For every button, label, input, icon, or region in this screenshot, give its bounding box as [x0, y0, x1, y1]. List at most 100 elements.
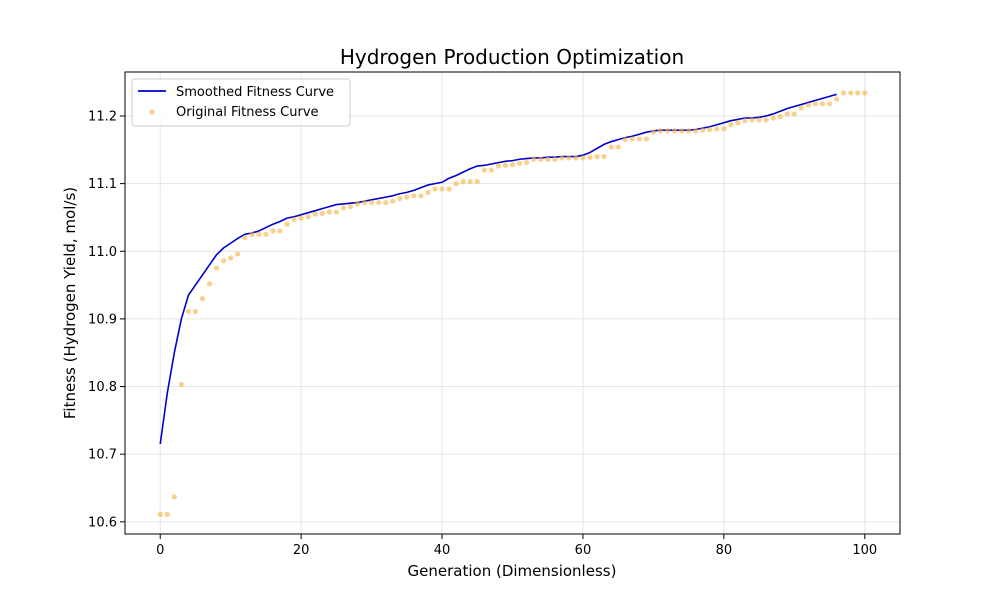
original-fitness-point: [305, 214, 311, 220]
original-fitness-point: [841, 90, 847, 96]
original-fitness-point: [819, 101, 826, 107]
original-fitness-point: [580, 155, 586, 161]
original-fitness-point: [622, 137, 628, 143]
grid: [125, 72, 900, 534]
original-fitness-point: [650, 129, 657, 135]
original-fitness-point: [446, 186, 452, 192]
original-fitness-point: [636, 136, 642, 142]
original-fitness-point: [516, 160, 523, 166]
original-fitness-point: [495, 163, 502, 169]
x-axis-label: Generation (Dimensionless): [408, 562, 617, 580]
original-fitness-point: [312, 211, 318, 217]
y-tick-label: 11.1: [88, 177, 117, 192]
plot-series: [157, 90, 868, 517]
original-fitness-point: [171, 494, 177, 500]
original-fitness-point: [812, 101, 819, 107]
original-fitness-point: [735, 120, 741, 126]
original-fitness-point: [552, 156, 558, 162]
original-fitness-point: [770, 115, 776, 121]
original-fitness-point: [862, 90, 868, 96]
original-fitness-point: [657, 128, 664, 134]
original-fitness-point: [848, 90, 854, 96]
original-fitness-point: [347, 204, 354, 210]
original-fitness-point: [298, 215, 304, 221]
original-fitness-point: [319, 210, 325, 216]
original-fitness-point: [784, 111, 790, 117]
original-fitness-point: [643, 136, 649, 142]
original-fitness-point: [587, 154, 593, 160]
original-fitness-point: [481, 167, 487, 173]
original-fitness-point: [833, 96, 840, 102]
original-fitness-point: [467, 178, 473, 185]
original-fitness-point: [390, 198, 396, 204]
original-fitness-point: [805, 102, 812, 108]
original-fitness-point: [608, 144, 614, 150]
original-fitness-point: [573, 155, 579, 161]
original-fitness-point: [178, 381, 184, 388]
original-fitness-point: [594, 153, 600, 160]
original-fitness-point: [559, 155, 565, 161]
original-fitness-point: [277, 228, 283, 234]
original-fitness-point: [545, 156, 551, 162]
original-fitness-point: [488, 167, 494, 173]
original-fitness-point: [714, 126, 720, 132]
original-fitness-point: [700, 127, 706, 133]
original-fitness-point: [693, 128, 699, 134]
original-fitness-point: [333, 209, 339, 215]
original-fitness-point: [228, 255, 234, 261]
original-fitness-point: [678, 128, 685, 134]
original-fitness-point: [192, 308, 199, 315]
original-fitness-point: [629, 136, 635, 142]
legend-label-original: Original Fitness Curve: [176, 105, 319, 120]
original-fitness-point: [474, 178, 480, 185]
original-fitness-point: [263, 231, 269, 237]
original-fitness-point: [354, 201, 361, 207]
original-fitness-point: [256, 231, 262, 237]
y-tick-label: 10.7: [88, 448, 117, 463]
original-fitness-point: [411, 193, 417, 199]
original-fitness-point: [270, 228, 276, 234]
original-fitness-point: [368, 199, 375, 206]
original-fitness-point: [742, 118, 748, 124]
legend-box: [131, 78, 351, 127]
original-fitness-point: [432, 186, 438, 192]
y-axis-label: Fitness (Hydrogen Yield, mol/s): [61, 187, 79, 419]
original-fitness-point: [213, 265, 220, 271]
original-fitness-point: [376, 199, 382, 206]
original-fitness-point: [756, 117, 762, 123]
original-fitness-point: [418, 193, 424, 199]
original-fitness-point: [460, 178, 466, 185]
original-fitness-point: [249, 231, 255, 237]
original-fitness-point: [340, 205, 347, 211]
original-fitness-point: [777, 114, 783, 120]
original-fitness-point: [185, 308, 192, 315]
x-tick-label: 60: [575, 543, 592, 558]
original-fitness-point: [707, 126, 713, 133]
y-tick-label: 10.9: [88, 312, 117, 327]
original-fitness-point: [206, 281, 213, 287]
plot-frame: [124, 71, 901, 535]
original-fitness-point: [728, 122, 734, 128]
original-fitness-point: [326, 209, 332, 215]
chart-title: Hydrogen Production Optimization: [340, 45, 684, 69]
y-tick-label: 11.0: [88, 245, 117, 260]
original-fitness-point: [601, 153, 607, 160]
original-fitness-point: [383, 199, 389, 206]
original-fitness-point: [791, 111, 797, 117]
x-tick-label: 0: [156, 543, 164, 558]
y-tick-label: 10.8: [88, 380, 117, 395]
original-fitness-point: [453, 181, 459, 187]
original-fitness-point: [502, 162, 509, 168]
original-fitness-point: [763, 117, 769, 123]
original-fitness-point: [855, 90, 861, 96]
original-fitness-point: [798, 105, 804, 111]
original-fitness-point: [826, 101, 833, 107]
original-fitness-point: [509, 162, 516, 168]
y-tick-label: 11.2: [88, 109, 117, 124]
original-fitness-point: [749, 117, 755, 123]
smoothed-fitness-line: [159, 93, 837, 445]
y-tick-label: 10.6: [88, 515, 117, 530]
original-fitness-point: [235, 251, 241, 257]
original-fitness-point: [199, 296, 206, 302]
